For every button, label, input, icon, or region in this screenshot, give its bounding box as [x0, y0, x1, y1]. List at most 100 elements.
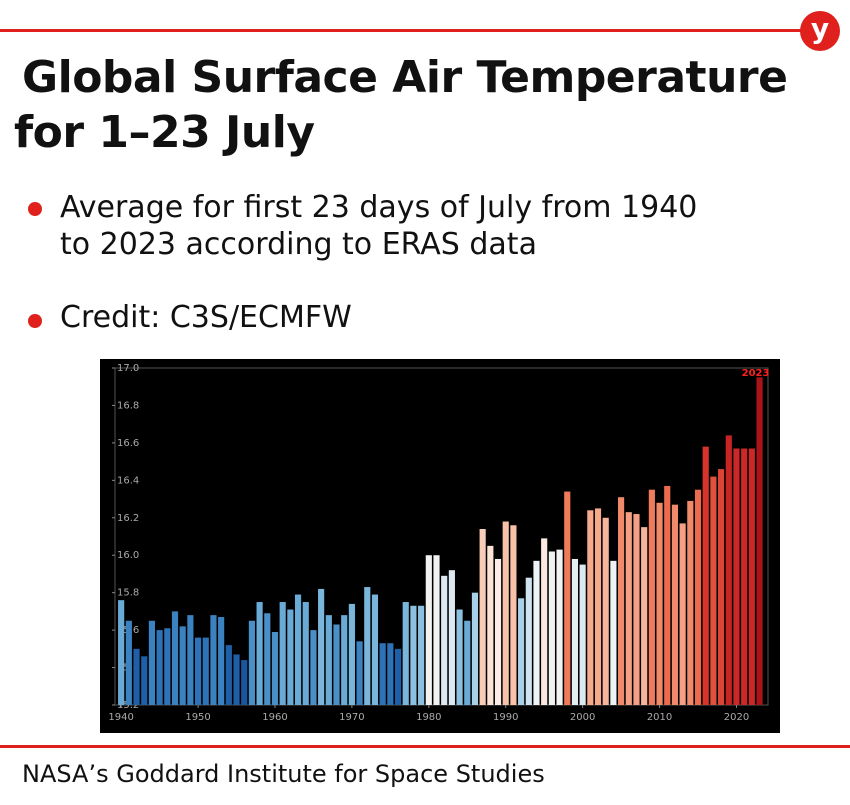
bar — [271, 631, 279, 705]
bar — [141, 656, 148, 705]
bar — [502, 521, 509, 705]
y-tick-label: 16.0 — [117, 550, 139, 561]
chart: 15.215.415.615.816.016.216.416.616.817.0… — [100, 359, 780, 733]
x-tick-label: 1970 — [339, 712, 364, 723]
annotation: Credit: C3S/ECMFW — [60, 300, 352, 335]
bar — [471, 592, 479, 705]
bar — [518, 598, 525, 705]
bar — [371, 594, 379, 705]
bar — [418, 605, 425, 705]
y-tick-label: 16.2 — [117, 513, 139, 524]
bar — [487, 545, 494, 705]
bar — [718, 469, 725, 705]
bar — [118, 600, 125, 705]
bar — [679, 523, 686, 705]
bar — [733, 448, 740, 705]
bar — [494, 558, 502, 705]
bar — [318, 588, 325, 705]
bar — [310, 630, 317, 705]
annotation: Average for first 23 days of July from 1… — [60, 190, 698, 262]
x-tick-label: 1950 — [185, 712, 210, 723]
bar — [587, 510, 594, 705]
bar — [379, 643, 386, 705]
bar — [594, 508, 602, 705]
bar — [433, 555, 440, 705]
bar — [694, 489, 702, 705]
bar — [348, 603, 355, 705]
bar — [210, 615, 217, 705]
highlight-label: 2023 — [742, 368, 770, 379]
bar — [687, 500, 694, 705]
x-tick-label: 2000 — [570, 712, 595, 723]
y-tick-label: 15.8 — [117, 588, 139, 599]
bar — [233, 654, 240, 705]
bar — [225, 645, 232, 705]
bar — [641, 527, 648, 705]
x-tick-label: 1980 — [416, 712, 441, 723]
bar — [710, 476, 717, 705]
bar — [333, 624, 340, 705]
bar — [287, 609, 294, 705]
bar — [364, 587, 371, 705]
bar — [633, 514, 640, 705]
y-tick-label: 16.6 — [117, 438, 139, 449]
bar — [148, 620, 155, 705]
bar — [656, 502, 663, 705]
bar — [510, 525, 517, 705]
bar — [133, 648, 140, 705]
bar — [264, 613, 271, 705]
bar — [248, 620, 255, 705]
bar — [387, 643, 394, 705]
bar — [294, 594, 302, 705]
bar — [241, 660, 248, 705]
x-tick-label: 1960 — [262, 712, 287, 723]
logo: y — [800, 11, 840, 51]
bar — [125, 620, 132, 705]
y-tick-label: 15.2 — [117, 700, 139, 711]
top-rule — [0, 29, 805, 32]
bar — [456, 609, 463, 705]
source: NASA’s Goddard Institute for Space Studi… — [22, 760, 545, 788]
bar — [671, 504, 679, 705]
bar — [394, 648, 402, 705]
bar — [610, 560, 617, 705]
bar — [464, 620, 471, 705]
bar — [648, 489, 655, 705]
bar — [618, 497, 625, 705]
bar — [279, 602, 286, 705]
bullet-dot — [28, 202, 42, 216]
bar — [171, 611, 179, 705]
bar — [256, 602, 263, 705]
bar — [533, 560, 540, 705]
x-tick-label: 1940 — [108, 712, 133, 723]
bar — [541, 538, 548, 705]
bar — [525, 577, 532, 705]
bar — [725, 435, 732, 705]
bar — [164, 628, 171, 705]
y-tick-label: 16.8 — [117, 400, 139, 411]
bar — [218, 617, 225, 705]
bar — [402, 602, 409, 705]
bar — [556, 549, 563, 705]
bar — [187, 615, 194, 705]
x-tick-label: 2020 — [724, 712, 749, 723]
x-tick-label: 2010 — [647, 712, 672, 723]
bar — [179, 626, 186, 705]
bar — [356, 641, 363, 705]
bar — [564, 491, 571, 705]
bar — [748, 448, 755, 705]
bar — [425, 555, 432, 705]
bar — [741, 448, 748, 705]
bar — [202, 637, 209, 705]
bar — [302, 602, 309, 705]
bar — [571, 558, 579, 705]
y-tick-label: 17.0 — [117, 363, 139, 374]
bar — [441, 575, 448, 705]
bar — [341, 615, 348, 705]
bar — [410, 605, 417, 705]
bar — [625, 512, 632, 705]
bar — [756, 377, 763, 705]
y-tick-label: 16.4 — [117, 475, 139, 486]
chart-title: Global Surface Air Temperature for 1–23 … — [14, 52, 788, 158]
